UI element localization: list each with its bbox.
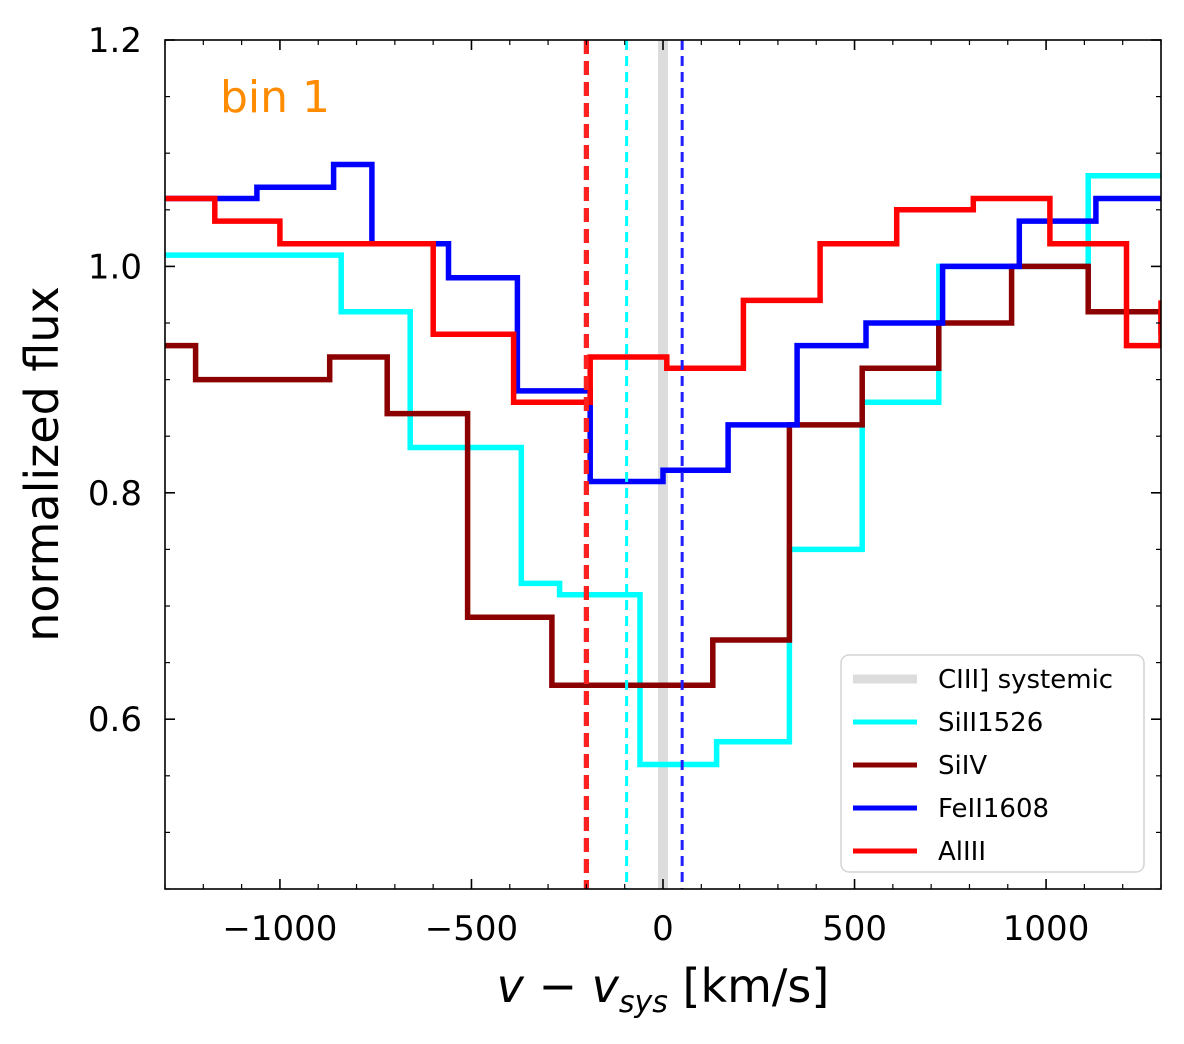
x-tick-label: 1000 [1003,909,1090,949]
legend-label: CIII] systemic [938,665,1113,695]
legend-label: FeII1608 [938,794,1049,824]
y-tick-label: 0.8 [88,474,142,514]
y-axis-title: normalized flux [15,286,69,642]
legend-label: SiIV [938,751,987,781]
plot-area [165,40,1161,889]
legend-label: AlIII [938,837,986,867]
axis-ticks: −1000 −500 0 500 1000 0.6 0.8 1.0 1.2 [88,21,1162,949]
y-tick-label: 1.2 [88,21,142,61]
series-line-aliii [165,195,1161,405]
legend: CIII] systemic SiII1526 SiIV FeII1608 AlIII [840,654,1145,873]
series-line-feii1608 [165,161,1161,485]
legend-box [840,654,1145,873]
x-axis-title-main: v − v [497,959,620,1013]
series-line-siiv [165,263,1161,688]
y-tick-label: 1.0 [88,247,142,287]
x-axis-title: v − vsys [km/s] [497,959,830,1020]
x-tick-label: −1000 [222,909,337,949]
x-tick-label: 0 [652,909,674,949]
legend-label: SiII1526 [938,708,1043,738]
bin-label: bin 1 [220,72,330,123]
x-tick-label: 500 [822,909,887,949]
x-tick-label: −500 [425,909,518,949]
x-axis-title-unit: [km/s] [668,959,829,1013]
series-line-siii1526 [165,173,1161,768]
x-axis-title-sub: sys [619,985,668,1020]
y-tick-label: 0.6 [88,700,142,740]
